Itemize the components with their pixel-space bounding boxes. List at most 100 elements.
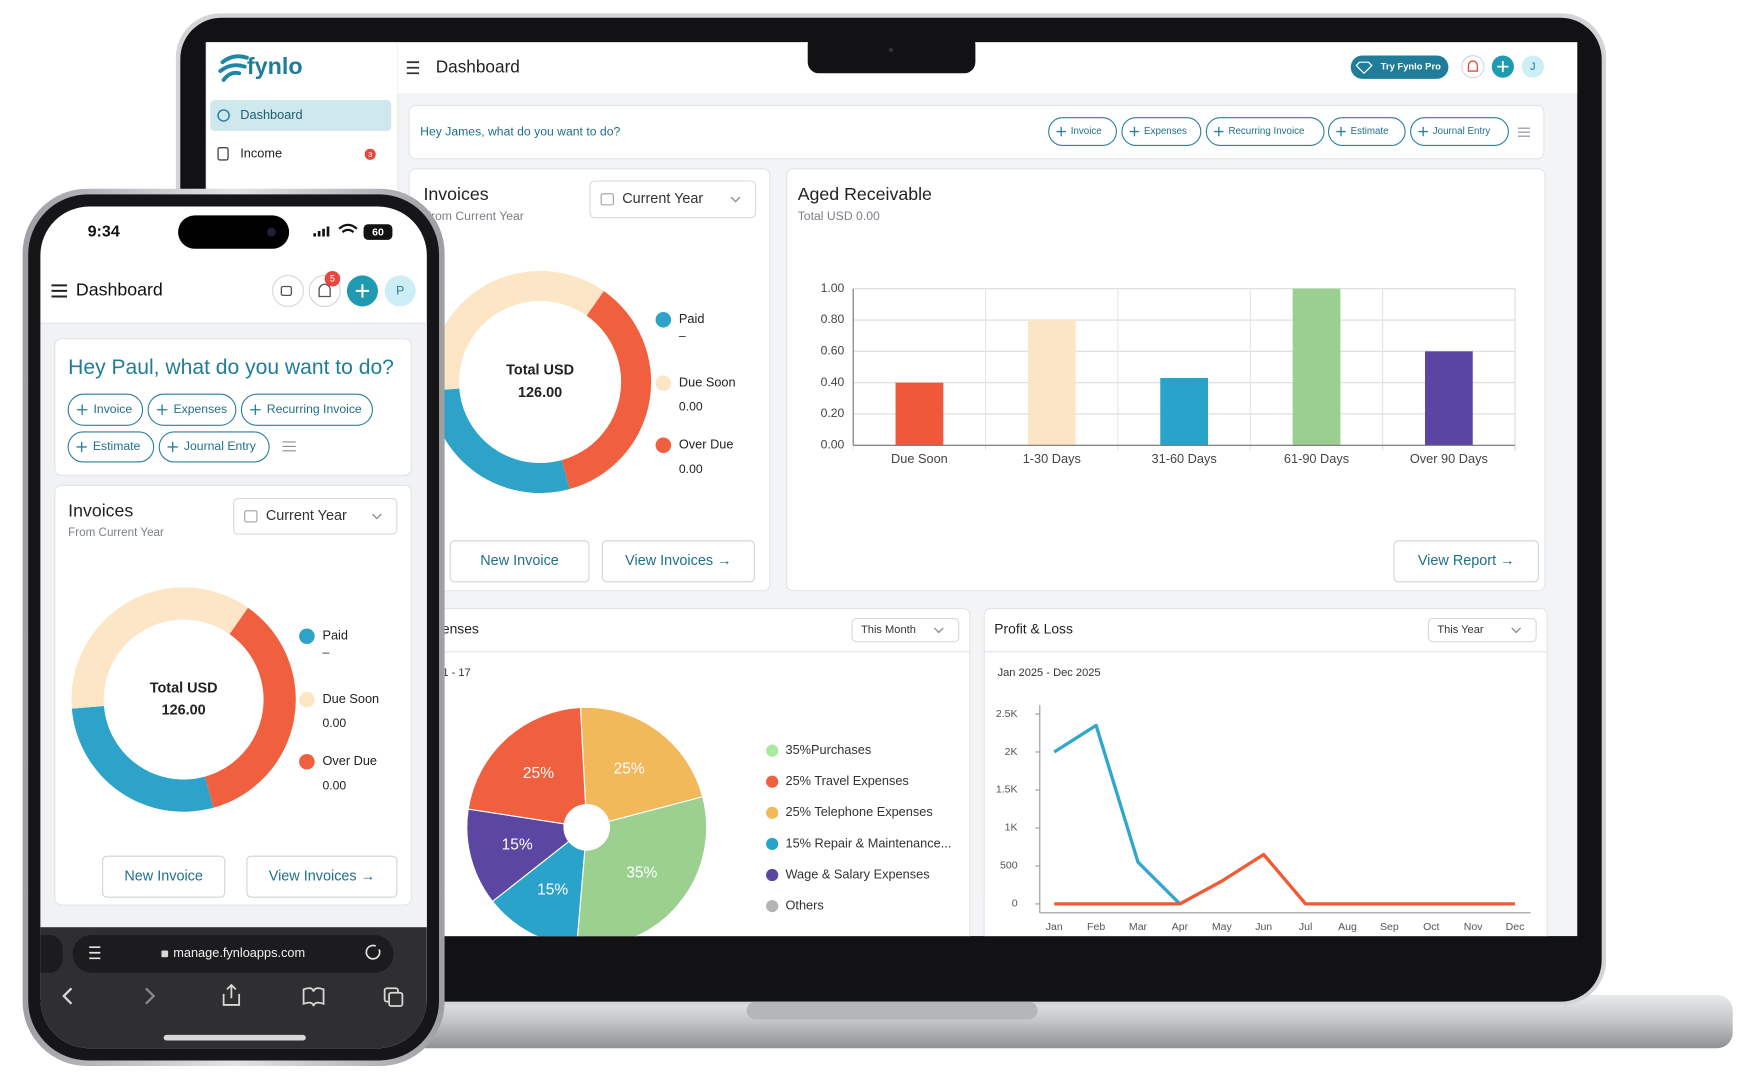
- front-camera: [266, 227, 276, 237]
- action-button[interactable]: [240, 393, 373, 426]
- battery: [363, 224, 393, 240]
- url: manage.fynloapps.com: [173, 945, 305, 960]
- y-tick-label: 0.40: [821, 375, 845, 389]
- logo: fynlo: [247, 53, 303, 79]
- menu-icon[interactable]: [51, 284, 68, 298]
- action-button[interactable]: [1410, 117, 1509, 147]
- legend-label: Over Due: [679, 437, 734, 452]
- card-subtitle: Jan 2025 - Dec 2025: [998, 667, 1101, 679]
- nav-item: Income: [240, 146, 282, 161]
- forward-icon[interactable]: [145, 987, 156, 1005]
- button-label: View Invoices →: [269, 868, 375, 884]
- y-tick-label: 1.5K: [996, 784, 1018, 796]
- phone-screen-content: 9:34 60 Dashboard 5 P Hey Paul, what do you w…: [40, 215, 427, 929]
- share-icon[interactable]: [222, 983, 241, 1006]
- button[interactable]: [601, 540, 755, 583]
- action-button[interactable]: [1327, 117, 1406, 147]
- action-button[interactable]: [1048, 117, 1117, 147]
- chevron: [1511, 627, 1522, 634]
- greeting: Hey Paul, what do you want to do?: [68, 356, 394, 379]
- legend-label: 25% Telephone Expenses: [785, 804, 932, 819]
- notification-badge: [324, 270, 341, 287]
- x-tick-label: Nov: [1464, 921, 1483, 933]
- avatar[interactable]: [384, 275, 416, 307]
- button[interactable]: [246, 855, 398, 898]
- legend-label: Paid: [679, 311, 705, 326]
- action-button[interactable]: [67, 393, 144, 426]
- y-tick-label: 1K: [1005, 822, 1018, 834]
- plus-icon: [167, 441, 178, 453]
- bar: [1424, 351, 1473, 446]
- card-title: Aged Receivable: [798, 184, 932, 204]
- menu-icon[interactable]: [406, 61, 420, 75]
- bar: [1027, 320, 1076, 446]
- pie-slice: [579, 706, 704, 828]
- legend-dot: [766, 806, 779, 819]
- plus-icon: [1336, 126, 1346, 137]
- plus-icon: [76, 441, 87, 453]
- x-tick-label: Dec: [1506, 921, 1525, 933]
- reload-icon[interactable]: [365, 944, 381, 960]
- button[interactable]: [102, 855, 226, 898]
- x-tick-label: Jan: [1046, 921, 1063, 933]
- dropdown[interactable]: [851, 617, 960, 643]
- x-tick-label: Aug: [1338, 921, 1357, 933]
- nav-active[interactable]: [210, 99, 392, 132]
- action-button[interactable]: [67, 431, 155, 463]
- tabs-icon[interactable]: [388, 991, 404, 1007]
- legend-label: 15% Repair & Maintenance...: [785, 835, 951, 850]
- action-label: Estimate: [93, 439, 141, 453]
- page-title: Dashboard: [436, 56, 520, 76]
- y-tick-label: 0.60: [821, 344, 845, 358]
- pie-label: 25%: [614, 760, 645, 777]
- legend-dot: [655, 375, 672, 391]
- bar: [1292, 288, 1341, 446]
- video-button[interactable]: [271, 274, 305, 308]
- action-button[interactable]: [1121, 117, 1202, 147]
- pro-button-bg[interactable]: [1350, 55, 1449, 79]
- legend-dot: [299, 753, 315, 770]
- status-time: 9:34: [88, 222, 120, 240]
- legend-label: Others: [785, 897, 823, 912]
- pie-label: 35%: [626, 865, 657, 882]
- wifi-icon: [338, 223, 358, 233]
- action-button[interactable]: [1205, 117, 1325, 147]
- bell-button[interactable]: [1461, 54, 1485, 79]
- bar: [895, 382, 944, 446]
- action-label: Estimate: [1351, 126, 1389, 137]
- legend-dot: [766, 744, 779, 757]
- pie-label: 15%: [537, 882, 568, 899]
- settings-icon[interactable]: [1517, 127, 1530, 137]
- donut-segment: [429, 388, 570, 494]
- action-button[interactable]: [158, 431, 270, 463]
- y-tick-label: 0.80: [821, 312, 845, 326]
- settings-icon[interactable]: [282, 441, 296, 452]
- action-button[interactable]: [147, 393, 237, 426]
- legend-value: 0.00: [322, 778, 346, 792]
- donut-total-label: Total USD: [506, 363, 574, 379]
- donut-segment: [71, 705, 214, 812]
- donut-segment: [429, 270, 604, 391]
- card-title: Invoices: [423, 184, 488, 204]
- plus-icon: [1418, 126, 1428, 137]
- back-icon[interactable]: [62, 987, 73, 1005]
- line-series: [1054, 852, 1516, 906]
- button[interactable]: [1393, 540, 1539, 583]
- dropdown[interactable]: [233, 498, 398, 535]
- page-menu-icon[interactable]: [89, 946, 101, 960]
- dropdown[interactable]: [589, 180, 757, 219]
- bookmarks-icon[interactable]: [302, 987, 325, 1007]
- y-tick-label: 500: [1000, 860, 1018, 872]
- pie-slice: [467, 706, 588, 828]
- bell-icon: [1467, 60, 1478, 72]
- url-bar[interactable]: [72, 934, 394, 973]
- card: [983, 607, 1548, 937]
- nav-item: Dashboard: [240, 107, 302, 122]
- dropdown[interactable]: [1427, 617, 1537, 643]
- x-tick-label: Jun: [1255, 921, 1272, 933]
- avatar[interactable]: [1521, 55, 1544, 78]
- bell-icon: [318, 283, 331, 298]
- button[interactable]: [449, 540, 590, 583]
- button-label: New Invoice: [480, 553, 559, 569]
